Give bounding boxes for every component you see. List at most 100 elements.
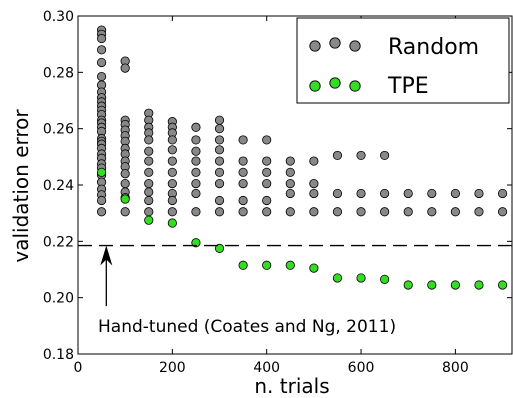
x-tick-label: 600 xyxy=(348,360,375,376)
random-point xyxy=(380,188,390,199)
tpe-point xyxy=(403,280,413,290)
y-tick-label: 0.20 xyxy=(43,291,74,307)
random-point xyxy=(238,135,248,145)
tpe-point xyxy=(497,280,508,290)
random-point xyxy=(120,169,130,179)
random-point xyxy=(474,188,484,199)
random-point xyxy=(167,156,177,166)
random-point xyxy=(191,135,201,145)
random-point xyxy=(332,150,343,161)
x-tick-label: 800 xyxy=(442,360,469,376)
annotation-text: Hand-tuned (Coates and Ng, 2011) xyxy=(98,317,396,337)
random-point xyxy=(332,207,343,217)
tpe-series-points xyxy=(96,167,508,290)
legend-tpe-dot xyxy=(309,80,321,92)
annotation-arrow-head xyxy=(100,245,113,266)
y-tick-label: 0.22 xyxy=(43,234,74,250)
random-point xyxy=(96,71,107,82)
random-point xyxy=(285,207,295,217)
random-point xyxy=(214,178,225,189)
tpe-point xyxy=(96,167,107,177)
random-point xyxy=(262,156,272,166)
random-point xyxy=(356,150,366,161)
random-point xyxy=(191,207,201,217)
legend-random-marker xyxy=(309,37,361,52)
random-point xyxy=(167,207,177,217)
y-tick-label: 0.30 xyxy=(43,9,74,25)
random-point xyxy=(309,178,319,189)
y-tick-label: 0.28 xyxy=(43,65,74,81)
random-point xyxy=(380,207,390,217)
tpe-point xyxy=(285,260,295,270)
y-axis-label: validation error xyxy=(9,109,33,263)
random-point xyxy=(144,207,154,217)
tpe-point xyxy=(356,273,366,283)
random-point xyxy=(144,167,154,177)
random-point xyxy=(285,167,295,177)
tpe-point xyxy=(167,218,177,228)
random-point xyxy=(497,207,508,217)
random-point xyxy=(167,167,177,177)
random-point xyxy=(450,207,460,217)
random-point xyxy=(285,188,295,199)
random-point xyxy=(214,115,225,125)
random-point xyxy=(238,167,248,177)
legend-random-dot xyxy=(329,37,341,49)
random-point xyxy=(309,207,319,217)
random-point xyxy=(214,124,225,134)
random-point xyxy=(262,167,272,177)
random-point xyxy=(238,156,248,166)
random-point xyxy=(238,207,248,217)
random-point xyxy=(191,122,201,132)
tpe-point xyxy=(144,215,154,225)
random-point xyxy=(214,167,225,177)
tpe-point xyxy=(262,260,272,270)
random-point xyxy=(214,145,225,155)
legend-label-random: Random xyxy=(388,35,479,60)
tpe-point xyxy=(427,280,437,290)
random-point xyxy=(167,195,177,206)
tpe-point xyxy=(309,263,319,273)
random-point xyxy=(356,207,366,217)
random-point xyxy=(144,146,154,156)
random-point xyxy=(144,187,154,197)
random-point xyxy=(262,135,272,145)
random-point xyxy=(403,188,413,199)
random-point xyxy=(96,45,107,55)
x-tick-label: 200 xyxy=(159,360,186,376)
random-point xyxy=(214,207,225,217)
random-point xyxy=(191,167,201,177)
legend-tpe-dot xyxy=(349,80,361,92)
tpe-point xyxy=(474,280,484,290)
legend-random-dot xyxy=(349,40,361,52)
tpe-point xyxy=(214,243,225,253)
random-point xyxy=(238,178,248,189)
random-point xyxy=(427,207,437,217)
y-tick-label: 0.18 xyxy=(43,347,74,363)
random-point xyxy=(427,188,437,199)
random-point xyxy=(309,188,319,199)
random-point xyxy=(214,195,225,206)
random-point xyxy=(497,188,508,199)
random-point xyxy=(96,207,107,217)
y-tick-label: 0.24 xyxy=(43,178,74,194)
random-point xyxy=(191,178,201,189)
random-point xyxy=(262,195,272,206)
random-point xyxy=(167,178,177,189)
legend-random-dot xyxy=(309,40,321,52)
legend-box xyxy=(296,17,510,104)
y-tick-label: 0.26 xyxy=(43,122,74,138)
random-point xyxy=(144,178,154,189)
tpe-point xyxy=(191,238,201,248)
random-point xyxy=(191,188,201,199)
random-point xyxy=(191,146,201,156)
legend-label-tpe: TPE xyxy=(387,74,429,99)
x-tick-label: 400 xyxy=(253,360,280,376)
random-point xyxy=(238,195,248,206)
random-point xyxy=(214,135,225,145)
random-point xyxy=(356,188,366,199)
x-tick-label: 0 xyxy=(74,360,83,376)
tpe-point xyxy=(120,194,130,204)
random-point xyxy=(167,135,177,145)
